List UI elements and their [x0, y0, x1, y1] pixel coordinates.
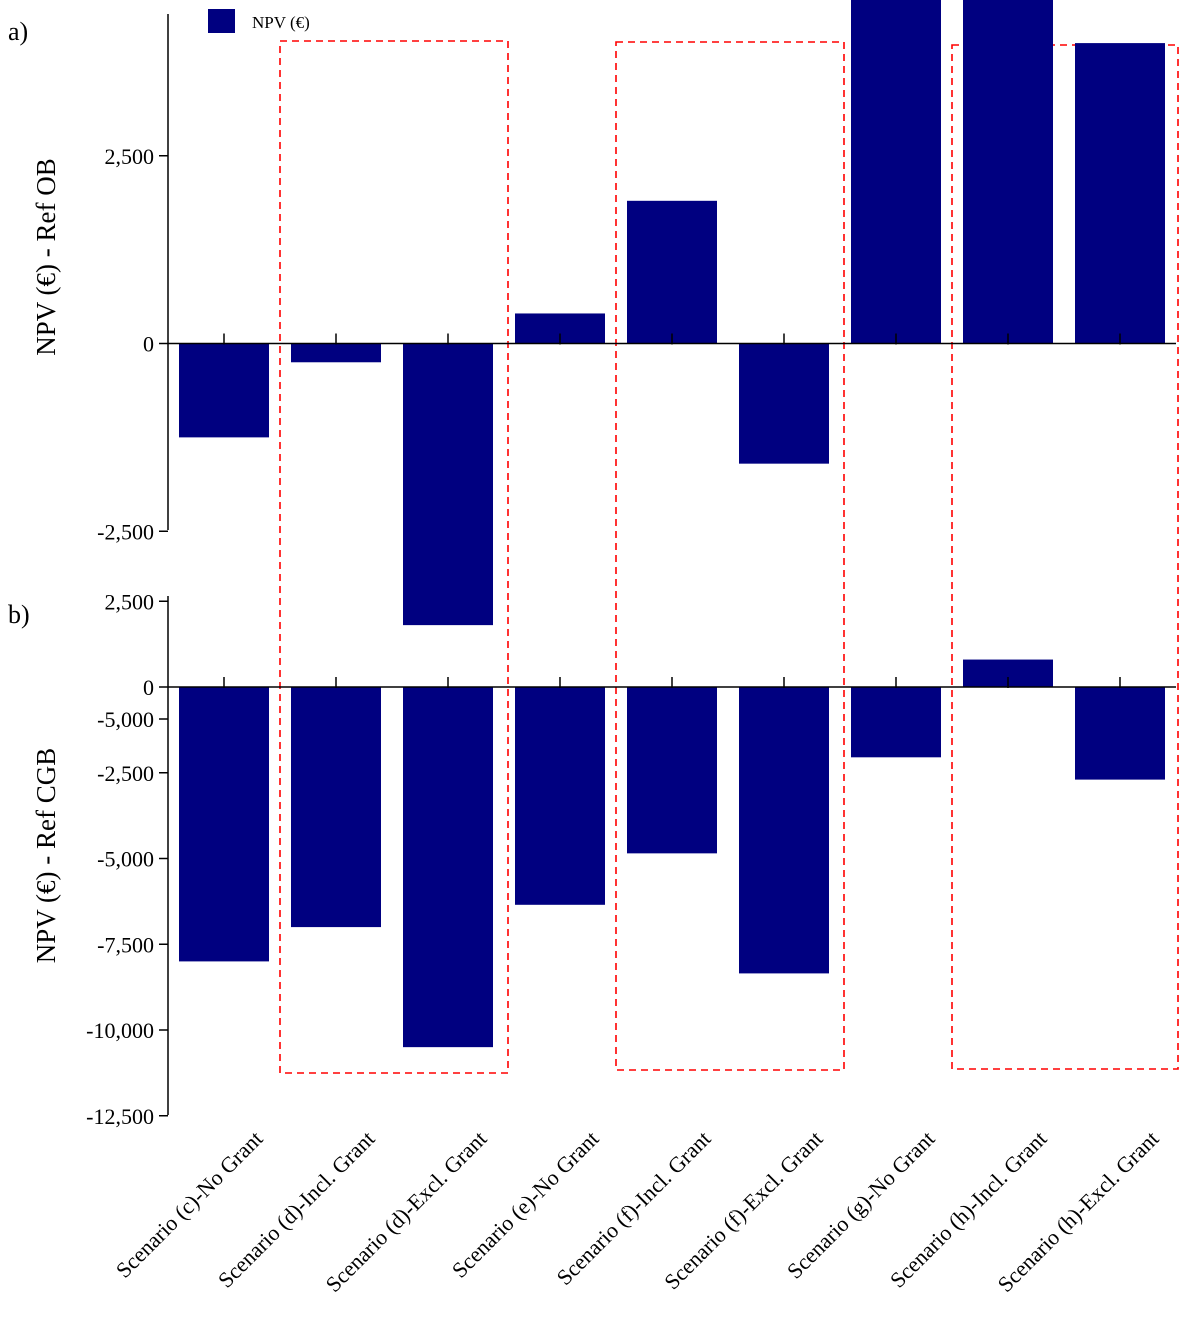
bar-panel-1-3	[403, 343, 493, 626]
y-tick-label-panel-1-1: -5,000	[97, 707, 154, 732]
y-tick-label-panel-2-4: -5,000	[97, 847, 154, 872]
bar-panel-1-1	[179, 343, 269, 438]
bar-panel-1-8	[963, 0, 1053, 344]
bar-panel-2-6	[739, 687, 829, 974]
bar-panel-2-7	[851, 687, 941, 758]
panel-label-2: b)	[8, 600, 30, 629]
y-tick-label-panel-2-5: -2,500	[97, 761, 154, 786]
y-tick-label-panel-2-7: 2,500	[105, 589, 155, 614]
bar-panel-1-7	[851, 0, 941, 344]
highlight-box-3	[951, 44, 1179, 1070]
bar-panel-1-6	[739, 343, 829, 464]
bar-panel-2-9	[1075, 687, 1165, 780]
y-tick-label-panel-1-2: -2,500	[97, 519, 154, 544]
legend-swatch	[208, 9, 235, 33]
y-tick-label-panel-1-3: 0	[143, 332, 154, 357]
bar-panel-2-4	[515, 687, 605, 905]
highlight-box-2	[615, 41, 845, 1071]
y-tick-label-panel-1-4: 2,500	[105, 144, 155, 169]
y-tick-label-panel-2-6: 0	[143, 675, 154, 700]
panel-label-1: a)	[8, 17, 28, 46]
legend-label: NPV (€)	[252, 13, 310, 32]
y-axis-label-panel-1: NPV (€) - Ref OB	[31, 158, 61, 356]
bar-panel-1-9	[1075, 43, 1165, 344]
bar-panel-1-5	[627, 200, 717, 344]
y-axis-label-panel-2: NPV (€) - Ref CGB	[31, 748, 61, 964]
bar-panel-2-2	[291, 687, 381, 928]
bar-panel-2-5	[627, 687, 717, 854]
bar-panel-1-2	[291, 343, 381, 363]
y-tick-label-panel-2-2: -10,000	[86, 1018, 154, 1043]
highlight-box-1	[279, 40, 509, 1074]
bar-panel-2-3	[403, 687, 493, 1048]
y-tick-label-panel-2-3: -7,500	[97, 932, 154, 957]
y-tick-label-panel-2-1: -12,500	[86, 1104, 154, 1129]
bar-panel-2-1	[179, 687, 269, 962]
